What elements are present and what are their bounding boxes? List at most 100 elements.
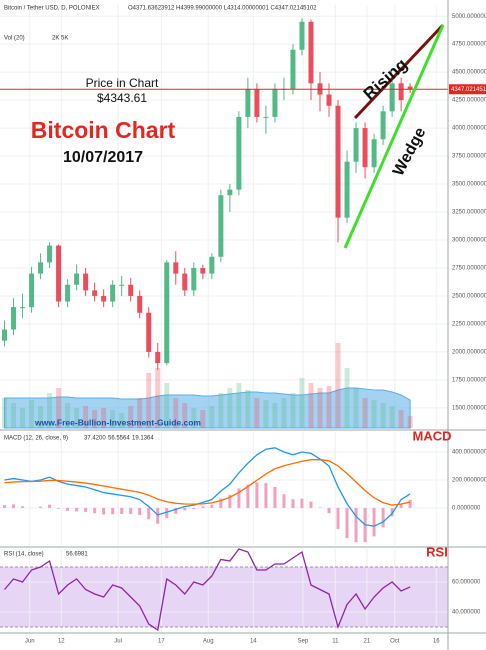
y-tick-label: 3250.00000000: [452, 210, 486, 216]
volume-bar: [119, 413, 125, 428]
volume-bar: [11, 403, 17, 428]
candle-body: [119, 284, 125, 286]
candle-body: [20, 307, 26, 309]
y-tick-label: 3750.00000000: [452, 154, 486, 160]
x-tick-label: Oct: [390, 639, 400, 645]
watermark: www.Free-Bullion-Investment-Guide.com: [34, 417, 201, 427]
x-tick-label: Aug: [203, 639, 214, 645]
candle-body: [83, 273, 89, 291]
macd-readout: 37.4200: [84, 436, 106, 442]
wedge-lower-line: [343, 24, 445, 249]
candle-body: [335, 105, 341, 218]
macd-histogram-bar: [237, 488, 241, 508]
candle-body: [308, 21, 314, 84]
candle-body: [290, 49, 296, 89]
candle-body: [29, 273, 35, 308]
volume-bar: [254, 398, 260, 428]
macd-histogram-bar: [408, 499, 412, 508]
price-caption: Price in Chart: [86, 76, 159, 90]
macd-histogram-bar: [57, 507, 61, 509]
volume-bar: [290, 393, 296, 428]
chart-title: Bitcoin / Tether USD, D, POLONIEX: [4, 6, 100, 12]
candle-body: [2, 329, 8, 341]
ohlc-readout: O4371.63623912 H4399.99000000 L4314.0000…: [128, 6, 317, 12]
macd-histogram-bar: [210, 504, 214, 508]
candle-body: [92, 290, 98, 296]
macd-histogram-bar: [291, 499, 295, 508]
candle-body: [146, 312, 152, 352]
y-tick-label: 0.0000000: [452, 506, 481, 512]
candle-body: [407, 86, 413, 90]
x-tick-label: 11: [332, 639, 339, 645]
candle-body: [155, 351, 161, 364]
candle-body: [182, 273, 188, 291]
last-price-label: 4347.02145102: [451, 87, 486, 93]
macd-title: MACD (12, 26, close, 9): [4, 436, 68, 442]
candle-body: [110, 284, 116, 302]
macd-histogram-bar: [39, 506, 43, 508]
candle-body: [227, 189, 233, 196]
macd-histogram-bar: [372, 507, 376, 537]
y-tick-label: 5000.00000000: [452, 14, 486, 20]
x-tick-label: Jun: [25, 639, 35, 645]
macd-histogram-bar: [129, 507, 133, 514]
macd-histogram-bar: [84, 507, 88, 512]
candle-body: [344, 161, 350, 218]
candle-body: [218, 195, 224, 257]
price-annotation: $4343.61: [97, 91, 147, 105]
x-tick-label: 17: [158, 639, 165, 645]
rsi-label: RSI: [426, 544, 448, 559]
volume-bar: [245, 390, 251, 428]
candle-body: [38, 262, 44, 274]
volume-readout: 2K 5K: [52, 36, 68, 42]
macd-histogram-bar: [174, 507, 178, 514]
volume-bar: [20, 408, 26, 428]
candle-body: [326, 94, 332, 106]
macd-histogram-bar: [192, 507, 196, 509]
volume-bar: [362, 398, 368, 428]
volume-bar: [407, 416, 413, 428]
y-tick-label: 200.0000000: [452, 478, 486, 484]
macd-histogram-bar: [309, 501, 313, 508]
macd-histogram-bar: [273, 486, 277, 508]
macd-histogram-bar: [201, 506, 205, 508]
macd-histogram-bar: [255, 482, 259, 508]
macd-line: [4, 458, 411, 506]
candle-body: [236, 116, 242, 190]
volume-bar: [191, 408, 197, 428]
volume-bar: [92, 410, 98, 428]
candle-body: [263, 116, 269, 118]
candle-body: [137, 295, 143, 313]
chart-heading: Bitcoin Chart: [31, 117, 176, 143]
volume-bar: [353, 388, 359, 428]
y-tick-label: 3500.00000000: [452, 182, 486, 188]
macd-histogram-bar: [165, 507, 169, 519]
y-tick-label: 1750.00000000: [452, 377, 486, 383]
rsi-readout: 56.6981: [66, 552, 88, 558]
macd-histogram-bar: [75, 507, 79, 512]
volume-bar: [272, 403, 278, 428]
candle-body: [65, 284, 71, 302]
volume-bar: [146, 373, 152, 428]
volume-bar: [29, 400, 35, 428]
rsi-title: RSI (14, close): [4, 552, 44, 558]
volume-bar: [56, 388, 62, 428]
candle-body: [164, 262, 170, 364]
volume-bar: [65, 403, 71, 428]
macd-histogram-bar: [381, 507, 385, 528]
macd-histogram-bar: [48, 504, 52, 508]
volume-bar: [389, 406, 395, 428]
candle-body: [173, 262, 179, 274]
y-tick-label: 4250.00000000: [452, 98, 486, 104]
candle-body: [398, 83, 404, 101]
volume-bar: [83, 406, 89, 428]
macd-histogram-bar: [264, 483, 268, 508]
y-tick-label: 40.000000: [452, 610, 481, 616]
candle-body: [245, 88, 251, 117]
macd-histogram-bar: [345, 507, 349, 539]
macd-histogram-bar: [183, 507, 187, 511]
x-tick-label: 16: [433, 639, 440, 645]
x-tick-label: Sep: [298, 639, 309, 645]
y-tick-label: 2000.00000000: [452, 349, 486, 355]
